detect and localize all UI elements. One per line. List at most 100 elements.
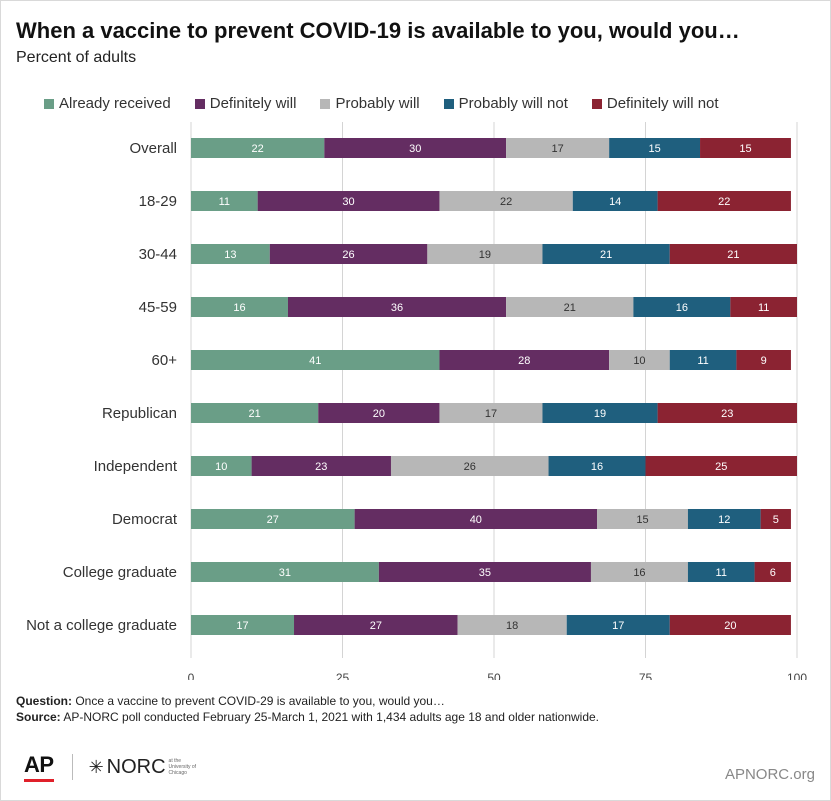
bar-segment: [457, 615, 567, 635]
bar-segment: [633, 297, 731, 317]
data-label: 35: [479, 567, 491, 579]
bar-segment: [191, 403, 319, 423]
bar-segment: [597, 509, 688, 529]
bar-segment: [427, 244, 543, 264]
bar-segment: [669, 244, 797, 264]
data-label: 15: [739, 143, 751, 155]
data-label: 12: [718, 514, 730, 526]
data-label: 11: [716, 567, 727, 579]
chart-notes: Question: Once a vaccine to prevent COVI…: [16, 693, 599, 725]
bar-segment: [318, 403, 440, 423]
data-label: 11: [219, 196, 230, 208]
bar-segment: [191, 244, 270, 264]
bar-segment: [324, 138, 507, 158]
bar-segment: [191, 456, 252, 476]
bar-segment: [287, 297, 507, 317]
data-label: 9: [761, 355, 767, 367]
data-label: 15: [636, 514, 648, 526]
bar-segment: [257, 191, 440, 211]
data-label: 19: [594, 408, 606, 420]
bar-segment: [378, 562, 591, 582]
legend-swatch: [320, 98, 331, 109]
bar-segment: [439, 403, 543, 423]
legend-item-2: Probably will: [320, 95, 420, 112]
category-label: 45-59: [139, 299, 177, 316]
legend-swatch: [194, 98, 205, 109]
x-tick-label: 0: [188, 671, 195, 680]
category-label: Democrat: [112, 511, 178, 528]
norc-star-icon: ✳: [88, 756, 104, 777]
data-label: 13: [224, 249, 236, 261]
site-url: APNORC.org: [724, 766, 815, 783]
bar-segment: [669, 350, 737, 370]
logo-divider: [71, 754, 73, 780]
bar-segment: [730, 297, 797, 317]
data-label: 5: [773, 514, 779, 526]
bar-segment: [669, 615, 791, 635]
bar-segment: [548, 456, 646, 476]
data-label: 25: [715, 461, 727, 473]
bar-segment: [191, 138, 325, 158]
legend-label: Probably will: [335, 95, 420, 112]
bar-segment: [191, 297, 288, 317]
data-label: 21: [564, 302, 576, 314]
bar-segment: [687, 509, 761, 529]
bar-segment: [736, 350, 791, 370]
data-label: 17: [236, 620, 248, 632]
data-label: 23: [315, 461, 327, 473]
data-label: 21: [727, 249, 739, 261]
data-label: 22: [718, 196, 730, 208]
bar-segment: [269, 244, 428, 264]
bar-segment: [191, 615, 295, 635]
bar-segment: [572, 191, 658, 211]
category-label: College graduate: [63, 564, 177, 581]
bar-segment: [645, 456, 797, 476]
data-label: 20: [373, 408, 385, 420]
bar-segment: [609, 350, 670, 370]
bar-segment: [439, 350, 610, 370]
data-label: 14: [609, 196, 621, 208]
bar-segment: [754, 562, 791, 582]
data-label: 16: [233, 302, 245, 314]
bar-segment: [354, 509, 598, 529]
norc-logo: ✳ NORC at the University of Chicago: [89, 756, 203, 779]
data-label: 17: [612, 620, 624, 632]
data-label: 21: [600, 249, 612, 261]
bar-segment: [700, 138, 791, 158]
data-label: 15: [648, 143, 660, 155]
data-label: 17: [485, 408, 497, 420]
category-label: Overall: [129, 140, 177, 157]
data-label: 28: [518, 355, 530, 367]
x-tick-label: 50: [487, 671, 501, 680]
data-label: 6: [770, 567, 776, 579]
logos: AP ✳ NORC at the University of Chicago: [24, 752, 203, 782]
legend-item-4: Definitely will not: [591, 95, 719, 112]
data-label: 22: [252, 143, 264, 155]
legend-item-3: Probably will not: [443, 95, 568, 112]
data-label: 27: [370, 620, 382, 632]
ap-logo: AP: [24, 752, 54, 782]
legend-item-0: Already received: [44, 95, 171, 112]
bar-segment: [687, 562, 755, 582]
category-label: 60+: [152, 352, 178, 369]
bar-segment: [294, 615, 458, 635]
data-label: 16: [633, 567, 645, 579]
legend-label: Definitely will not: [606, 95, 719, 112]
bar-segment: [609, 138, 701, 158]
data-label: 30: [342, 196, 354, 208]
x-tick-label: 100: [787, 671, 807, 680]
category-label: Republican: [102, 405, 177, 422]
legend-label: Already received: [59, 95, 171, 112]
category-label: Not a college graduate: [26, 617, 177, 634]
bar-segment: [542, 244, 670, 264]
bar-segment: [191, 191, 258, 211]
data-label: 21: [249, 408, 261, 420]
bar-segment: [191, 509, 355, 529]
data-label: 11: [758, 302, 769, 314]
bar-segment: [506, 297, 634, 317]
bar-segment: [657, 403, 797, 423]
source-note: Source: AP-NORC poll conducted February …: [16, 710, 600, 724]
data-label: 19: [479, 249, 491, 261]
category-label: 30-44: [139, 246, 177, 263]
bar-segment: [390, 456, 549, 476]
